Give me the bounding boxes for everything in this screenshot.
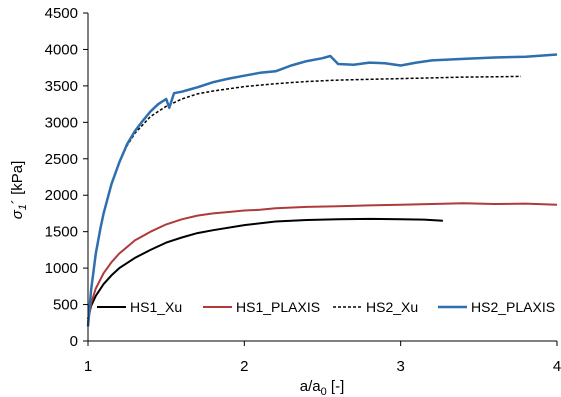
x-axis-title-subscript: 0 — [321, 386, 327, 397]
x-axis-title-suffix: [-] — [327, 378, 345, 395]
legend-label-hs1-plaxis: HS1_PLAXIS — [236, 299, 320, 315]
legend-item-hs1-xu: HS1_Xu — [97, 299, 182, 315]
y-tick-label: 3500 — [45, 78, 78, 95]
y-tick-label: 4000 — [45, 41, 78, 58]
x-axis-ticks: 1 2 3 4 — [84, 341, 561, 375]
y-tick-label: 2000 — [45, 187, 78, 204]
y-tick-label: 1500 — [45, 224, 78, 241]
y-axis-title-suffix: ´ [kPa] — [9, 161, 26, 204]
x-tick-label: 2 — [240, 358, 248, 375]
series-line-hs2-plaxis — [86, 53, 558, 327]
legend: HS1_Xu HS1_PLAXIS HS2_Xu HS2_PLAXIS — [97, 299, 555, 315]
x-axis-title: a/a0 [-] — [300, 378, 344, 397]
y-tick-label: 4500 — [45, 5, 78, 22]
y-axis-title-subscript: 1 — [17, 204, 29, 210]
legend-label-hs2-xu: HS2_Xu — [366, 299, 418, 315]
x-axis-title-main: a/a — [300, 378, 322, 395]
x-tick-label: 1 — [84, 358, 92, 375]
y-tick-label: 2500 — [45, 151, 78, 168]
series-line-hs1-xu — [87, 217, 443, 320]
legend-item-hs2-xu: HS2_Xu — [333, 299, 418, 315]
y-tick-label: 0 — [70, 333, 78, 350]
x-tick-label: 3 — [396, 358, 404, 375]
legend-item-hs1-plaxis: HS1_PLAXIS — [203, 299, 320, 315]
series-line-hs1-plaxis — [87, 202, 558, 323]
y-tick-label: 3000 — [45, 114, 78, 131]
series-layer — [86, 53, 558, 327]
x-tick-label: 4 — [553, 358, 561, 375]
y-axis-ticks: 0 500 1000 1500 2000 2500 3000 3500 4000 4500 — [45, 5, 88, 350]
y-tick-label: 1000 — [45, 260, 78, 277]
y-tick-label: 500 — [53, 297, 78, 314]
y-axis-title-symbol: σ — [9, 209, 26, 219]
legend-item-hs2-plaxis: HS2_PLAXIS — [438, 299, 555, 315]
legend-label-hs1-xu: HS1_Xu — [130, 299, 182, 315]
y-axis-title: σ1´ [kPa] — [9, 161, 29, 220]
series-line-hs2-xu — [87, 75, 522, 327]
legend-label-hs2-plaxis: HS2_PLAXIS — [471, 299, 555, 315]
